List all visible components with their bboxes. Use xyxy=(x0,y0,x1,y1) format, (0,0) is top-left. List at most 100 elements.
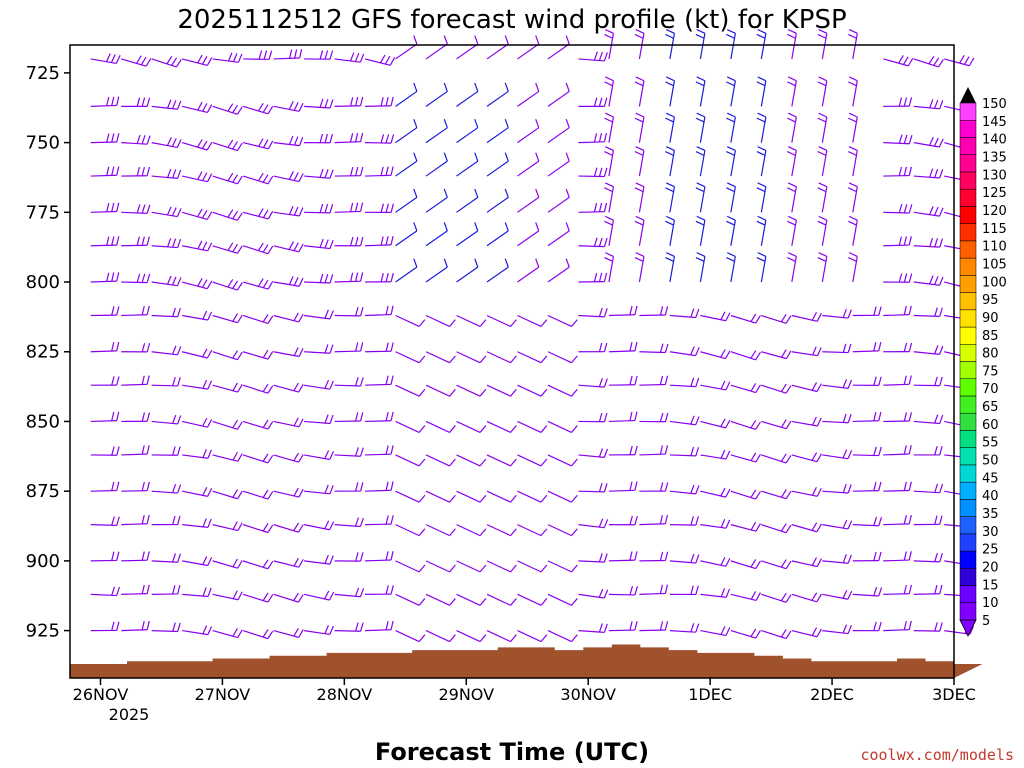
wind-barb xyxy=(730,489,762,500)
wind-barb xyxy=(669,415,700,426)
colorbar-swatch xyxy=(959,119,977,138)
colorbar-swatch xyxy=(959,550,977,569)
wind-barb xyxy=(304,273,334,284)
wind-barb xyxy=(212,139,243,152)
wind-barb xyxy=(242,559,274,570)
wind-barb xyxy=(273,592,304,603)
wind-barb xyxy=(334,272,364,283)
wind-barb xyxy=(761,419,792,430)
colorbar-label: 45 xyxy=(982,471,999,486)
wind-barb xyxy=(273,452,304,463)
y-tick-label: 900 xyxy=(26,551,60,572)
wind-barb xyxy=(517,593,548,606)
colorbar-label: 60 xyxy=(982,418,999,433)
colorbar-swatch xyxy=(959,257,977,276)
wind-barb xyxy=(848,215,858,246)
wind-barb xyxy=(182,417,213,428)
wind-barb xyxy=(182,54,213,67)
colorbar-label: 85 xyxy=(982,329,999,344)
wind-barb xyxy=(242,138,274,150)
wind-barb xyxy=(578,623,608,633)
wind-barb xyxy=(634,182,645,213)
wind-barb xyxy=(212,313,243,324)
colorbar-label: 120 xyxy=(982,204,1007,219)
wind-barb xyxy=(726,28,736,60)
colorbar-swatch xyxy=(959,361,977,379)
wind-barb xyxy=(425,82,448,107)
wind-barb xyxy=(273,417,304,428)
wind-barb xyxy=(395,222,418,247)
wind-barb xyxy=(756,76,767,107)
wind-barb xyxy=(639,514,669,526)
colorbar-label: 125 xyxy=(982,186,1007,201)
wind-barb xyxy=(547,82,570,107)
wind-barb xyxy=(578,132,608,144)
wind-barb xyxy=(730,591,761,602)
colorbar-label: 65 xyxy=(982,400,999,415)
wind-barb xyxy=(304,98,334,109)
wind-barb xyxy=(395,351,426,364)
wind-barb xyxy=(730,350,761,361)
wind-barb xyxy=(822,519,853,530)
wind-barb xyxy=(604,76,615,107)
colorbar-swatch xyxy=(959,309,977,328)
wind-barb xyxy=(121,375,150,386)
wind-barb xyxy=(726,76,736,107)
wind-barb xyxy=(395,420,426,433)
wind-barb xyxy=(883,620,912,632)
wind-barb xyxy=(639,375,669,386)
wind-barb xyxy=(517,490,548,503)
colorbar-label: 50 xyxy=(982,454,999,469)
wind-barb xyxy=(700,349,731,360)
wind-barb xyxy=(669,308,700,319)
wind-barb xyxy=(304,484,334,495)
wind-barb xyxy=(700,380,731,391)
colorbar-swatch xyxy=(959,223,977,242)
wind-barb xyxy=(486,454,517,467)
colorbar-swatch xyxy=(959,275,977,293)
x-axis-label: Forecast Time (UTC) xyxy=(375,738,649,766)
wind-barb xyxy=(365,134,395,144)
wind-barb xyxy=(665,76,676,107)
y-tick-label: 800 xyxy=(26,272,60,293)
wind-barb xyxy=(273,171,304,183)
colorbar-swatch xyxy=(959,447,977,466)
wind-barb xyxy=(121,412,151,423)
wind-barb xyxy=(913,168,944,179)
wind-barb xyxy=(669,585,699,596)
wind-barb xyxy=(425,119,448,144)
wind-barb xyxy=(756,252,767,283)
wind-barb xyxy=(883,55,914,67)
wind-barb xyxy=(517,82,540,107)
wind-barb xyxy=(822,449,853,460)
wind-barb xyxy=(730,628,762,639)
x-tick-label: 30NOV xyxy=(560,685,616,704)
wind-barb xyxy=(90,446,120,456)
wind-barb xyxy=(517,560,548,573)
wind-barb xyxy=(395,35,418,60)
colorbar-swatch xyxy=(959,171,977,190)
wind-barb xyxy=(665,28,676,60)
wind-barb xyxy=(883,514,912,526)
colorbar-swatch xyxy=(959,344,977,362)
wind-barb xyxy=(517,258,540,283)
wind-barb xyxy=(182,487,213,497)
wind-barb xyxy=(547,524,578,537)
wind-barb xyxy=(456,454,487,467)
wind-barb xyxy=(182,101,213,114)
wind-barb xyxy=(212,489,243,500)
colorbar-label: 5 xyxy=(982,614,990,629)
wind-barb xyxy=(913,206,944,217)
wind-barb xyxy=(395,524,426,537)
wind-barb xyxy=(669,346,700,357)
wind-barb xyxy=(212,419,243,430)
wind-barb xyxy=(761,523,792,534)
wind-barb xyxy=(90,53,121,65)
wind-barb xyxy=(486,524,517,537)
wind-barb xyxy=(852,586,883,597)
wind-barb xyxy=(273,135,304,147)
wind-barb xyxy=(365,342,394,353)
colorbar-swatch xyxy=(959,292,977,311)
wind-barb xyxy=(883,342,913,353)
colorbar-label: 20 xyxy=(982,561,999,576)
